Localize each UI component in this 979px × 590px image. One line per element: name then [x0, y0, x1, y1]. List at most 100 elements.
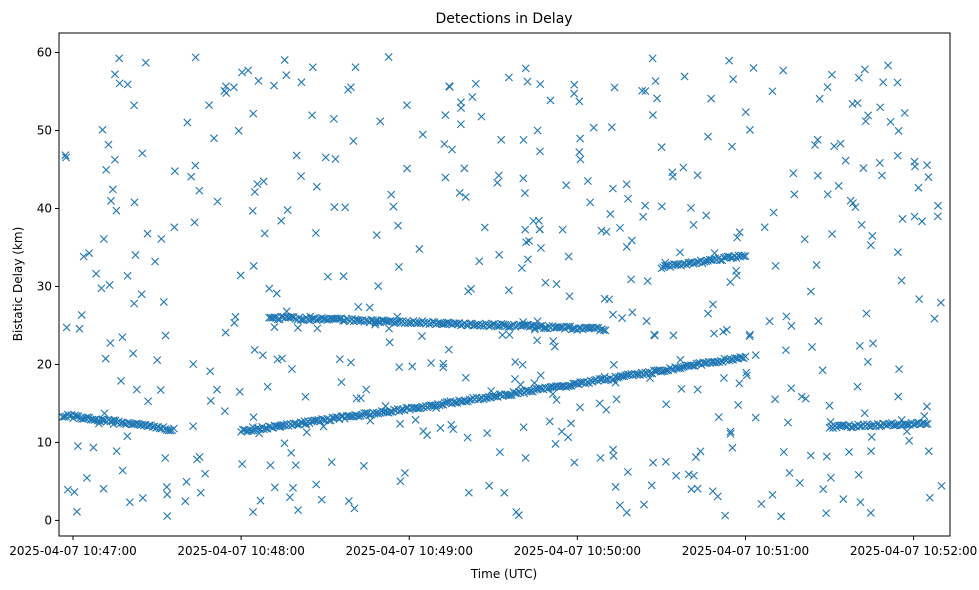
- detection-marker: [161, 331, 170, 340]
- detection-marker: [306, 312, 315, 321]
- detection-marker: [70, 488, 79, 497]
- detection-marker: [344, 496, 353, 505]
- detection-marker: [385, 324, 394, 333]
- chart-title: Detections in Delay: [435, 11, 572, 27]
- detection-marker: [855, 341, 864, 350]
- detection-marker: [925, 493, 934, 502]
- detection-marker: [834, 181, 843, 190]
- detection-marker: [455, 188, 464, 197]
- detection-marker: [757, 499, 766, 508]
- detection-marker: [94, 419, 103, 428]
- detection-marker: [576, 403, 585, 412]
- detection-marker: [768, 490, 777, 499]
- detection-marker: [456, 120, 465, 129]
- detection-marker: [451, 319, 460, 328]
- detection-marker: [728, 142, 737, 151]
- detection-marker: [819, 485, 828, 494]
- detection-marker: [519, 423, 528, 432]
- detection-marker: [456, 98, 465, 107]
- detection-marker: [302, 428, 311, 437]
- detection-marker: [918, 217, 927, 226]
- detection-marker: [922, 402, 931, 411]
- detection-marker: [354, 302, 363, 311]
- detection-marker: [352, 394, 361, 403]
- detection-marker: [822, 509, 831, 518]
- detection-marker: [249, 508, 258, 516]
- detection-marker: [206, 367, 215, 376]
- detection-marker: [708, 300, 717, 309]
- detection-marker: [622, 242, 631, 251]
- detection-marker: [311, 229, 320, 238]
- detection-marker: [97, 284, 106, 293]
- detection-marker: [600, 372, 609, 381]
- detection-marker: [897, 415, 906, 424]
- detection-marker: [236, 271, 245, 280]
- detection-marker: [293, 420, 302, 429]
- detection-marker: [745, 125, 754, 134]
- detection-marker: [732, 266, 741, 275]
- detection-marker: [623, 467, 632, 476]
- detection-marker: [130, 101, 139, 110]
- detection-marker: [924, 173, 933, 182]
- detection-marker: [189, 360, 198, 369]
- detection-marker: [313, 324, 322, 333]
- detection-marker: [359, 461, 368, 470]
- detection-marker: [605, 295, 614, 304]
- detection-marker: [570, 458, 579, 467]
- detection-marker: [495, 448, 504, 457]
- detection-marker: [451, 398, 460, 407]
- detection-marker: [131, 251, 140, 260]
- detection-marker: [616, 223, 624, 232]
- detection-marker: [726, 429, 735, 438]
- detection-marker: [504, 73, 513, 82]
- detection-marker: [856, 498, 865, 507]
- detection-marker: [657, 202, 666, 211]
- detection-marker: [936, 298, 945, 307]
- detection-marker: [725, 56, 734, 65]
- detection-marker: [518, 360, 527, 369]
- detection-marker: [563, 382, 572, 391]
- detection-marker: [335, 355, 344, 364]
- detection-marker: [923, 161, 932, 170]
- detection-marker: [428, 401, 437, 410]
- detection-marker: [276, 422, 285, 431]
- detection-marker: [351, 63, 360, 72]
- detection-marker: [924, 447, 933, 456]
- detection-marker: [445, 82, 454, 91]
- detection-marker: [622, 508, 631, 517]
- detection-marker: [611, 482, 620, 491]
- detection-marker: [521, 225, 530, 234]
- detection-marker: [895, 365, 904, 374]
- detection-marker: [312, 480, 321, 489]
- detection-marker: [480, 223, 489, 232]
- detection-marker: [272, 289, 281, 298]
- detection-marker: [265, 284, 274, 293]
- detection-marker: [144, 397, 153, 406]
- detection-marker: [62, 153, 71, 162]
- detection-marker: [61, 151, 70, 160]
- detection-marker: [839, 495, 848, 504]
- detection-marker: [169, 424, 178, 433]
- detection-marker: [260, 229, 269, 238]
- detection-marker: [123, 432, 132, 441]
- detection-marker: [641, 201, 650, 210]
- detection-marker: [564, 252, 573, 261]
- detection-marker: [493, 322, 502, 331]
- detection-marker: [648, 111, 657, 120]
- detection-marker: [463, 433, 472, 442]
- detection-marker: [498, 331, 507, 340]
- detection-marker: [914, 183, 923, 192]
- detection-marker: [129, 349, 138, 358]
- detection-marker: [183, 118, 192, 127]
- detection-marker: [536, 371, 545, 380]
- detection-marker: [109, 420, 118, 429]
- data-points: [58, 53, 946, 521]
- x-axis-label: Time (UTC): [470, 567, 537, 581]
- detection-marker: [552, 395, 561, 404]
- detection-marker: [624, 194, 633, 203]
- x-tick-label: 2025-04-07 10:48:00: [177, 544, 304, 558]
- detection-marker: [609, 451, 618, 460]
- detection-marker: [130, 198, 139, 207]
- detection-marker: [255, 429, 264, 438]
- detection-marker: [790, 190, 799, 199]
